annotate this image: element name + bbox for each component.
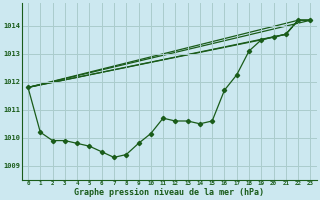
X-axis label: Graphe pression niveau de la mer (hPa): Graphe pression niveau de la mer (hPa) — [74, 188, 264, 197]
